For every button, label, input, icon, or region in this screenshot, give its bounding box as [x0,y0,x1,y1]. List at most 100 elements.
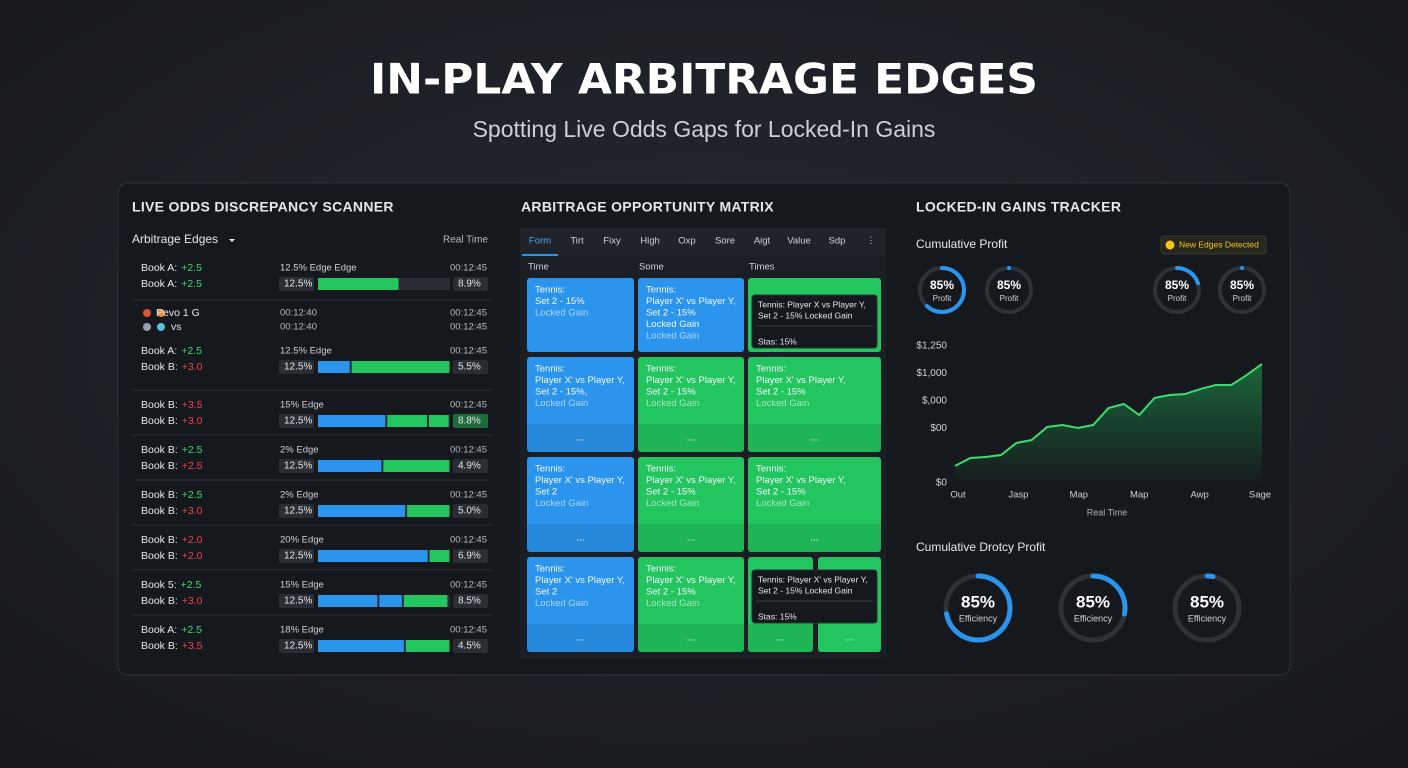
tab[interactable]: Sdp [829,236,846,247]
cell-text: Player X' vs Player Y, [646,475,736,486]
gauge-caption: Profit [1168,294,1187,303]
odds: +2.0 [182,550,203,562]
cell-text: Player X' vs Player Y, [756,475,846,486]
x-tick-label: Map [1070,490,1088,501]
gauge-caption: Profit [933,294,952,303]
time: 00:12:45 [450,625,487,636]
tab[interactable]: ⋮ [866,236,876,247]
gauge-arc [985,266,1033,314]
odds: +2.5 [181,278,202,290]
yield-tag [453,360,488,374]
book-line: Book B: +2.5 [141,444,203,456]
stake-tag [279,360,314,374]
column-header: Some [639,262,664,273]
gauge-value: 85% [930,278,954,292]
cell-more: ... [776,633,784,644]
tab[interactable]: Value [787,236,811,247]
stake: 12.5% [284,461,312,472]
book-name: Book B: [141,640,178,652]
book-name: Book A: [141,262,177,274]
tab[interactable]: Sore [715,236,735,247]
matrix-cell [638,457,744,552]
tab[interactable]: Fixy [603,236,621,247]
cell-text: Locked Gain [646,598,699,609]
yield: 8.9% [458,279,481,290]
page-title: IN-PLAY ARBITRAGE EDGES [370,55,1038,104]
book-name: Book B: [141,505,178,517]
yield: 6.9% [458,551,481,562]
odds: +2.5 [182,489,203,501]
odds: +2.5 [182,444,203,456]
book-line: Book B: +3.0 [141,595,203,607]
cell-footer [638,524,744,552]
edge-label: 2% Edge [280,490,319,501]
cell-text: Player X' vs Player Y, [756,375,846,386]
yield: 5.0% [458,506,481,517]
matrix-cell [527,278,634,352]
gauge-arc [943,573,1013,643]
book-line: Book A: +2.5 [141,278,202,290]
book-name: Book B: [141,361,178,373]
cell-more: ... [810,533,818,544]
cell-text: Player X' vs Player Y, [646,575,736,586]
x-axis-label: Real Time [1087,507,1128,517]
bar-segment [318,550,428,562]
filter-dropdown[interactable]: Arbitrage Edges [132,232,218,246]
odds: +3.5 [182,640,203,652]
cell-text: Locked Gain [646,331,699,342]
gauge-value: 85% [1076,592,1110,611]
cell-text: Tennis: [756,364,786,375]
book-line: Book B: +3.5 [141,640,203,652]
book-line: Book B: +3.0 [141,361,203,373]
yield-tag [453,504,488,518]
stake-tag [279,504,314,518]
stake-tag [279,414,314,428]
cell-text: Tennis: [535,364,565,375]
gauge-caption: Efficiency [1188,613,1227,623]
matrix-cell [748,457,881,552]
tab-bar [520,228,886,256]
book-line: Book B: +3.0 [141,415,203,427]
page-subtitle: Spotting Live Odds Gaps for Locked-In Ga… [473,116,936,142]
time: 00:12:45 [450,535,487,546]
book-line: Book A: +2.5 [141,262,202,274]
cell-text: Set 2 - 15% [535,296,585,307]
stake: 12.5% [284,279,312,290]
bar-segment [318,460,382,472]
tab[interactable]: Aigt [754,236,771,247]
active-tab-underline [522,254,558,256]
cell-text: Locked Gain [646,319,699,330]
cell-text: Set 2 - 15% [646,487,696,498]
odds: +2.0 [182,534,203,546]
tab[interactable]: Form [529,236,551,247]
matrix-title: ARBITRAGE OPPORTUNITY MATRIX [521,199,774,215]
stake-tag [279,459,314,473]
edge-time: 00:12:40 [280,322,317,333]
cell-text: Player X' vs Player Y, [646,296,736,307]
stake: 12.5% [284,362,312,373]
cell-text: Locked Gain [646,398,699,409]
odds: +3.0 [182,505,203,517]
stake-tag [279,639,314,653]
stake-tag [279,549,314,563]
area [955,363,1262,483]
tab[interactable]: High [640,236,660,247]
stake-tag [279,594,314,608]
bar-segment [379,595,402,607]
gauge-value: 85% [961,592,995,611]
odds: +2.5 [181,345,202,357]
time: 00:12:45 [450,400,487,411]
cell-text: Tennis: [535,285,565,296]
tab[interactable]: Oxp [678,236,695,247]
popup [751,294,878,349]
tab[interactable]: Tirt [570,236,584,247]
popup-text: Stas: 15% [758,336,797,346]
stake: 12.5% [284,506,312,517]
cell-text: Player X' vs Player Y, [535,575,625,586]
yield: 5.5% [458,362,481,373]
gauge-caption: Efficiency [1074,613,1113,623]
bar-segment [351,361,450,373]
book-line: Book A: +2.5 [141,345,202,357]
book-name: Book B: [141,534,178,546]
book-line: Book B: +2.0 [141,534,203,546]
